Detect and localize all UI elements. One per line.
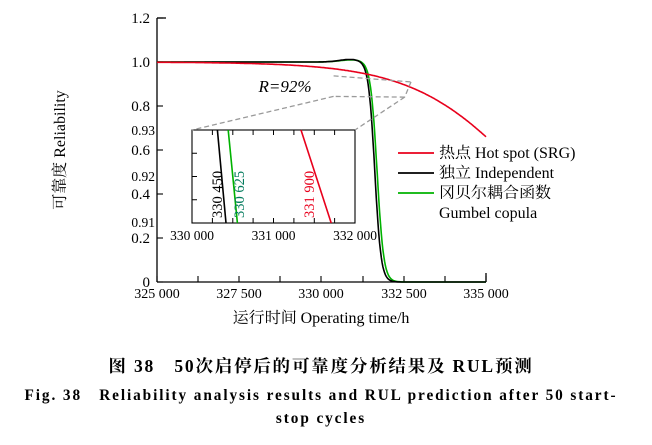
svg-text:332 500: 332 500 <box>381 287 427 302</box>
svg-text:330 450: 330 450 <box>210 171 226 218</box>
svg-text:stop cycles: stop cycles <box>276 410 366 427</box>
svg-text:0.2: 0.2 <box>131 231 150 247</box>
svg-text:330 625: 330 625 <box>232 171 248 218</box>
svg-text:332 000: 332 000 <box>333 228 377 243</box>
svg-text:0.8: 0.8 <box>131 99 150 115</box>
svg-text:1.2: 1.2 <box>131 11 150 27</box>
svg-text:327 500: 327 500 <box>216 287 262 302</box>
svg-text:独立 Independent: 独立 Independent <box>439 164 555 182</box>
svg-text:0.92: 0.92 <box>131 169 155 184</box>
svg-text:331 900: 331 900 <box>302 171 318 218</box>
svg-text:330 000: 330 000 <box>298 287 344 302</box>
svg-text:1.0: 1.0 <box>131 55 150 71</box>
svg-text:Fig. 38 Reliability analysis r: Fig. 38 Reliability analysis results and… <box>25 387 618 404</box>
svg-text:0.93: 0.93 <box>131 123 155 138</box>
svg-text:Gumbel copula: Gumbel copula <box>439 205 537 222</box>
svg-text:热点 Hot spot (SRG): 热点 Hot spot (SRG) <box>439 144 575 162</box>
svg-text:0.4: 0.4 <box>131 187 150 203</box>
svg-text:325 000: 325 000 <box>134 287 180 302</box>
svg-text:0.91: 0.91 <box>131 215 155 230</box>
svg-text:运行时间 Operating time/h: 运行时间 Operating time/h <box>233 309 410 327</box>
svg-text:可靠度 Reliability: 可靠度 Reliability <box>51 90 69 210</box>
svg-text:331 000: 331 000 <box>252 228 296 243</box>
svg-text:R=92%: R=92% <box>257 77 311 96</box>
svg-text:0.6: 0.6 <box>131 143 150 159</box>
svg-text:图 38 50次启停后的可靠度分析结果及 RUL预测: 图 38 50次启停后的可靠度分析结果及 RUL预测 <box>109 356 534 376</box>
svg-text:冈贝尔耦合函数: 冈贝尔耦合函数 <box>439 184 551 202</box>
svg-text:335 000: 335 000 <box>463 287 509 302</box>
svg-text:330 000: 330 000 <box>170 228 214 243</box>
